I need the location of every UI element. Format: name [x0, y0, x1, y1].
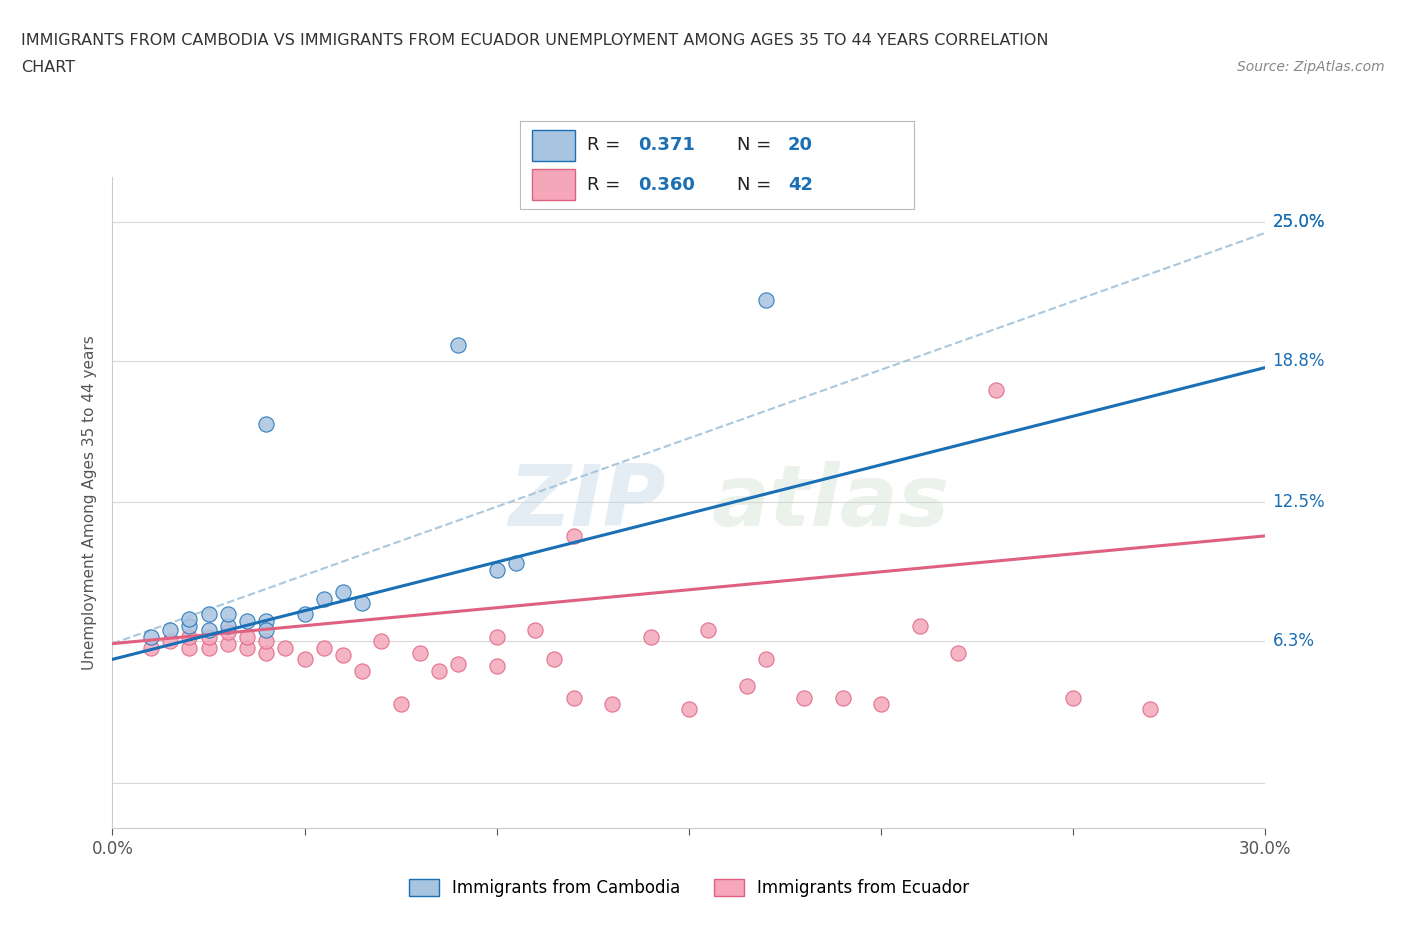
Y-axis label: Unemployment Among Ages 35 to 44 years: Unemployment Among Ages 35 to 44 years — [82, 335, 97, 670]
Point — [946, 645, 969, 660]
Point — [274, 641, 297, 656]
Point — [179, 618, 201, 633]
Point — [793, 690, 815, 705]
Point — [870, 697, 893, 711]
Point — [447, 338, 470, 352]
Point — [254, 634, 277, 649]
Text: 25.0%: 25.0% — [1272, 213, 1324, 231]
Point — [236, 641, 259, 656]
Point — [236, 630, 259, 644]
Point — [179, 641, 201, 656]
Text: N =: N = — [737, 176, 770, 193]
Legend: Immigrants from Cambodia, Immigrants from Ecuador: Immigrants from Cambodia, Immigrants fro… — [402, 872, 976, 904]
Point — [485, 630, 508, 644]
Point — [254, 645, 277, 660]
FancyBboxPatch shape — [531, 130, 575, 161]
Point — [139, 641, 162, 656]
Point — [908, 618, 931, 633]
Point — [312, 641, 335, 656]
Point — [409, 645, 432, 660]
Point — [524, 623, 547, 638]
Point — [197, 607, 219, 622]
Point — [562, 690, 585, 705]
Point — [312, 591, 335, 606]
Point — [1062, 690, 1084, 705]
Point — [543, 652, 565, 667]
Text: 12.5%: 12.5% — [1272, 493, 1324, 512]
Point — [217, 618, 239, 633]
Point — [197, 641, 219, 656]
Point — [332, 585, 354, 600]
Point — [254, 614, 277, 629]
Point — [427, 663, 450, 678]
Text: CHART: CHART — [21, 60, 75, 75]
Point — [352, 596, 374, 611]
Point — [389, 697, 412, 711]
Point — [217, 625, 239, 640]
Point — [485, 658, 508, 673]
Text: R =: R = — [588, 176, 620, 193]
Point — [254, 623, 277, 638]
Text: 20: 20 — [787, 136, 813, 153]
Point — [139, 630, 162, 644]
Point — [197, 630, 219, 644]
Point — [159, 623, 181, 638]
Point — [986, 382, 1008, 397]
Point — [678, 701, 700, 716]
Point — [755, 652, 778, 667]
Point — [236, 614, 259, 629]
Point — [1139, 701, 1161, 716]
Text: 6.3%: 6.3% — [1272, 632, 1315, 650]
FancyBboxPatch shape — [531, 169, 575, 201]
Point — [600, 697, 623, 711]
Text: 42: 42 — [787, 176, 813, 193]
Point — [197, 623, 219, 638]
Text: 0.360: 0.360 — [638, 176, 695, 193]
Point — [697, 623, 720, 638]
Point — [447, 657, 470, 671]
Text: 18.8%: 18.8% — [1272, 352, 1324, 370]
Text: R =: R = — [588, 136, 620, 153]
Point — [179, 612, 201, 627]
Text: atlas: atlas — [711, 460, 950, 544]
Point — [179, 630, 201, 644]
Point — [831, 690, 853, 705]
Text: ZIP: ZIP — [508, 460, 666, 544]
Point — [217, 636, 239, 651]
Point — [370, 634, 392, 649]
Point — [485, 562, 508, 577]
Point — [505, 555, 527, 570]
Text: Source: ZipAtlas.com: Source: ZipAtlas.com — [1237, 60, 1385, 74]
Point — [640, 630, 662, 644]
Point — [159, 634, 181, 649]
Point — [562, 528, 585, 543]
Point — [352, 663, 374, 678]
Point — [755, 293, 778, 308]
Point — [294, 652, 316, 667]
Point — [294, 607, 316, 622]
Point — [254, 417, 277, 432]
Text: 25.0%: 25.0% — [1272, 213, 1324, 231]
Text: IMMIGRANTS FROM CAMBODIA VS IMMIGRANTS FROM ECUADOR UNEMPLOYMENT AMONG AGES 35 T: IMMIGRANTS FROM CAMBODIA VS IMMIGRANTS F… — [21, 33, 1049, 47]
Point — [217, 607, 239, 622]
Point — [735, 679, 758, 694]
Text: N =: N = — [737, 136, 770, 153]
Point — [332, 647, 354, 662]
Text: 0.371: 0.371 — [638, 136, 695, 153]
